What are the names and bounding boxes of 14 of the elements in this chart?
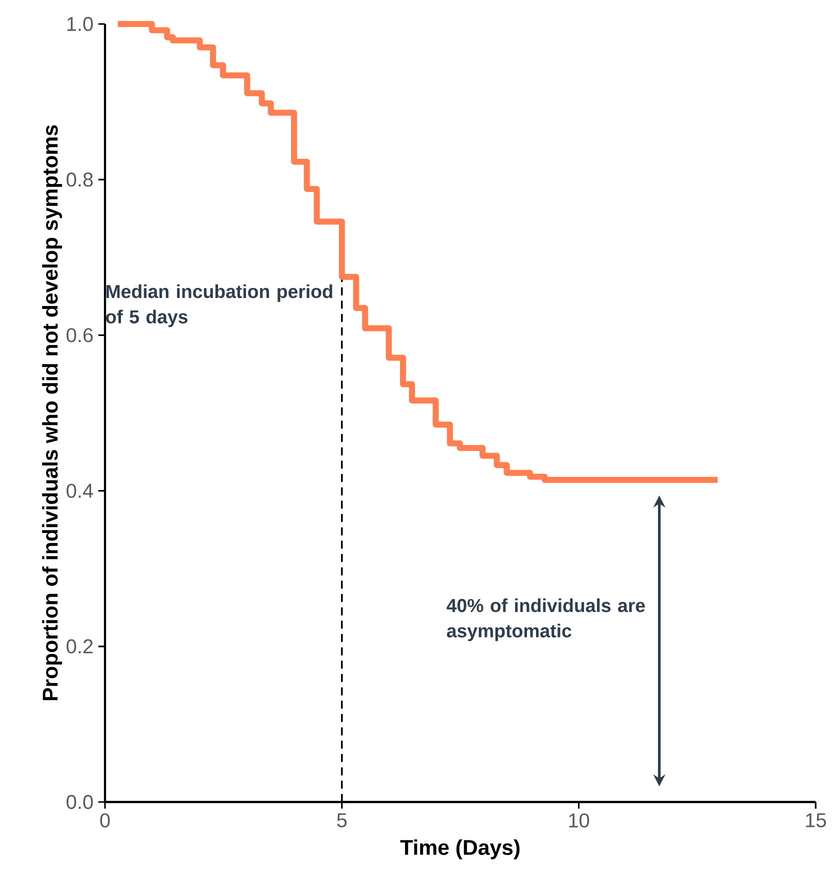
x-tick-label: 15 bbox=[806, 813, 826, 828]
annotation: 40% of individuals are asymptomatic bbox=[446, 598, 645, 642]
x-tick-label: 0 bbox=[100, 813, 110, 828]
y-tick-label: 0.4 bbox=[66, 484, 94, 498]
y-tick-label: 0.8 bbox=[66, 172, 93, 187]
y-axis-title: Proportion of individuals who did not develop symptoms bbox=[42, 125, 62, 700]
x-tick-label: 5 bbox=[337, 813, 347, 828]
x-axis-title: Time (Days) bbox=[400, 839, 520, 860]
y-tick-label: 0.2 bbox=[66, 639, 93, 654]
x-tick-label: 10 bbox=[569, 813, 590, 828]
y-tick-label: 0.0 bbox=[66, 794, 93, 810]
ref-line-label: Median incubation period of 5 days bbox=[106, 284, 332, 328]
y-tick-label: 0.6 bbox=[66, 328, 93, 342]
y-tick-label: 1.0 bbox=[67, 16, 93, 32]
